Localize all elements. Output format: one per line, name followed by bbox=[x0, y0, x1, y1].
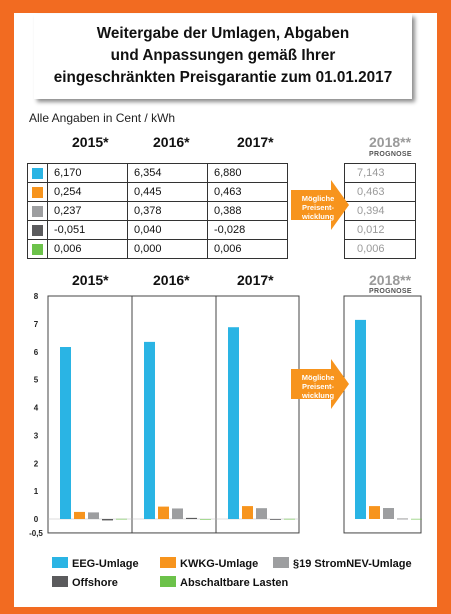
bar-offshore bbox=[102, 519, 113, 521]
table-header-prognose: PROGNOSE bbox=[369, 151, 412, 158]
bar-offshore bbox=[270, 519, 281, 520]
series-swatch bbox=[32, 224, 43, 236]
legend-abschaltbare: Abschaltbare Lasten bbox=[160, 576, 288, 589]
series-swatch bbox=[32, 186, 43, 198]
legend-stromnev: §19 StromNEV-Umlage bbox=[273, 557, 412, 570]
series-swatch bbox=[32, 243, 43, 255]
bar--19-stromnev-umlage bbox=[88, 512, 99, 519]
legend-kwkg: KWKG-Umlage bbox=[160, 557, 258, 570]
y-tick-label: 8 bbox=[34, 292, 39, 301]
bar-abschaltbare-lasten bbox=[411, 518, 422, 520]
legend-label: KWKG-Umlage bbox=[180, 558, 259, 570]
arrow-text-line-3: wicklung bbox=[301, 391, 335, 400]
table-cell-2017: -0,028 bbox=[207, 220, 288, 240]
forecast-frame bbox=[343, 295, 422, 534]
bar--19-stromnev-umlage bbox=[172, 508, 183, 519]
table-cell-2018: 0,394 bbox=[344, 201, 416, 221]
y-tick-label: 0 bbox=[34, 515, 39, 524]
bar-eeg-umlage bbox=[228, 327, 239, 519]
bar-eeg-umlage bbox=[60, 347, 71, 519]
y-tick-label: 4 bbox=[34, 404, 39, 413]
table-row: -0,051 0,040 -0,028 bbox=[27, 220, 288, 240]
y-tick-label: 6 bbox=[34, 348, 39, 357]
table-cell-2015: 6,170 bbox=[47, 163, 128, 183]
content-panel bbox=[14, 13, 437, 607]
series-swatch bbox=[32, 205, 43, 217]
table-header-2015: 2015* bbox=[72, 134, 109, 150]
chart-header-2017: 2017* bbox=[237, 272, 274, 288]
bar-kwkg-umlage bbox=[242, 506, 253, 519]
legend-swatch bbox=[52, 557, 68, 568]
table-cell-2017: 0,388 bbox=[207, 201, 288, 221]
forecast-arrow-table: Mögliche Preisent- wicklung bbox=[291, 180, 351, 230]
forecast-row: 0,394 bbox=[344, 201, 416, 221]
title-box: Weitergabe der Umlagen, Abgaben und Anpa… bbox=[34, 14, 412, 99]
table-row: 0,006 0,000 0,006 bbox=[27, 239, 288, 259]
y-tick-label: 2 bbox=[34, 459, 39, 468]
title-line-1: Weitergabe der Umlagen, Abgaben bbox=[96, 25, 350, 42]
table-color-cell bbox=[27, 239, 48, 259]
bar-abschaltbare-lasten bbox=[116, 518, 127, 520]
title-line-2: und Anpassungen gemäß Ihrer bbox=[110, 47, 336, 64]
forecast-row: 0,006 bbox=[344, 239, 416, 259]
arrow-shape bbox=[291, 180, 349, 230]
chart-header-prognose: PROGNOSE bbox=[369, 288, 412, 295]
arrow-shape bbox=[291, 359, 349, 409]
y-tick-label: 1 bbox=[34, 487, 39, 496]
table-row: 0,237 0,378 0,388 bbox=[27, 201, 288, 221]
values-table: 6,170 6,354 6,880 0,254 0,445 0,463 0,237 0,378… bbox=[27, 163, 288, 259]
legend-swatch bbox=[273, 557, 289, 568]
plot-frame bbox=[47, 295, 300, 534]
legend-label: Offshore bbox=[72, 577, 118, 589]
table-header-2017: 2017* bbox=[237, 134, 274, 150]
y-tick-label: 3 bbox=[34, 431, 39, 440]
table-cell-2015: -0,051 bbox=[47, 220, 128, 240]
bar-abschaltbare-lasten bbox=[200, 519, 211, 520]
unit-label: Alle Angaben in Cent / kWh bbox=[29, 111, 176, 125]
arrow-text-line-1: Mögliche bbox=[301, 373, 335, 382]
bar-abschaltbare-lasten bbox=[284, 518, 295, 520]
bar-kwkg-umlage bbox=[74, 511, 85, 519]
legend-label: EEG-Umlage bbox=[72, 558, 139, 570]
y-tick-label: 5 bbox=[34, 376, 39, 385]
table-cell-2015: 0,006 bbox=[47, 239, 128, 259]
table-cell-2016: 0,040 bbox=[127, 220, 208, 240]
y-tick-label: -0,5 bbox=[29, 529, 43, 538]
title-line-3: eingeschränkten Preisgarantie zum 01.01.… bbox=[53, 69, 393, 86]
table-cell-2016: 0,000 bbox=[127, 239, 208, 259]
legend-swatch bbox=[160, 557, 176, 568]
table-cell-2018: 0,006 bbox=[344, 239, 416, 259]
bar-offshore bbox=[397, 518, 408, 520]
series-swatch bbox=[32, 167, 43, 179]
arrow-text-line-2: Preisent- bbox=[301, 203, 335, 212]
chart-header-2018: 2018** bbox=[369, 272, 412, 288]
legend-label: Abschaltbare Lasten bbox=[180, 577, 289, 589]
chart-header-2015: 2015* bbox=[72, 272, 109, 288]
bar-offshore bbox=[186, 517, 197, 519]
bar--19-stromnev-umlage bbox=[256, 508, 267, 519]
bar-kwkg-umlage bbox=[369, 506, 380, 519]
bar-eeg-umlage bbox=[355, 319, 366, 519]
legend-label: §19 StromNEV-Umlage bbox=[293, 558, 412, 570]
legend-swatch bbox=[52, 576, 68, 587]
arrow-text-line-3: wicklung bbox=[301, 212, 335, 221]
forecast-table: 7,143 0,463 0,394 0,012 0,006 bbox=[344, 163, 416, 259]
table-cell-2017: 0,006 bbox=[207, 239, 288, 259]
arrow-text-line-2: Preisent- bbox=[301, 382, 335, 391]
bar-eeg-umlage bbox=[144, 341, 155, 519]
legend-swatch bbox=[160, 576, 176, 587]
y-tick-label: 7 bbox=[34, 320, 39, 329]
bar--19-stromnev-umlage bbox=[383, 508, 394, 519]
table-row: 6,170 6,354 6,880 bbox=[27, 163, 288, 183]
table-header-2016: 2016* bbox=[153, 134, 190, 150]
legend-offshore: Offshore bbox=[52, 576, 118, 589]
arrow-text-line-1: Mögliche bbox=[301, 194, 335, 203]
table-header-2018: 2018** bbox=[369, 134, 412, 150]
forecast-arrow-chart: Mögliche Preisent- wicklung bbox=[291, 359, 351, 409]
chart-header-2016: 2016* bbox=[153, 272, 190, 288]
legend-eeg: EEG-Umlage bbox=[52, 557, 139, 570]
bar-kwkg-umlage bbox=[158, 506, 169, 519]
